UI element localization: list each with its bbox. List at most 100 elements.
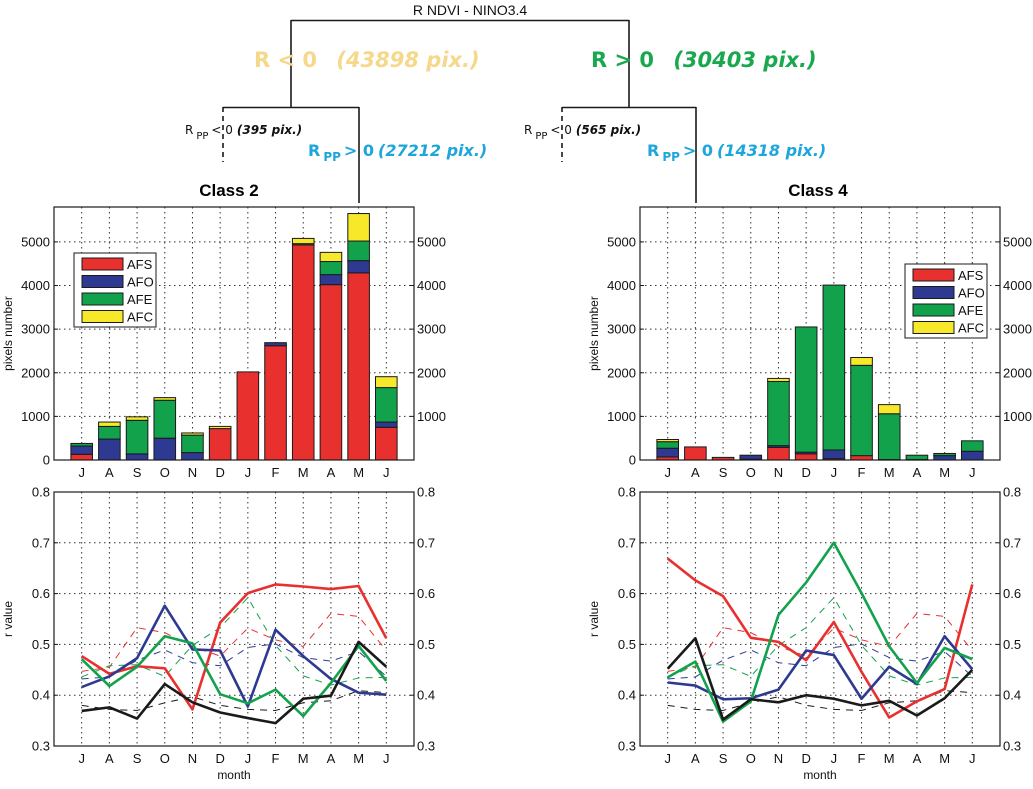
bar-afe — [347, 240, 370, 262]
line-afs — [666, 557, 974, 719]
x-tick-label: M — [353, 465, 364, 480]
bar-afc — [181, 432, 204, 436]
right-neg-r: R — [524, 123, 532, 137]
bar-afo — [125, 453, 149, 461]
bar-afs — [291, 244, 315, 461]
y-tick-label: 3000 — [607, 322, 636, 337]
x-tick-label: N — [774, 751, 783, 766]
x-tick-label: F — [858, 465, 866, 480]
legend-label-afe: AFE — [958, 303, 984, 318]
x-tick-label: J — [245, 751, 252, 766]
y-tick-label-right: 0.3 — [417, 739, 435, 754]
legend: AFS AFO AFE AFC — [904, 263, 988, 339]
y-axis-label: r value — [587, 601, 601, 637]
y-tick-label: 1000 — [21, 409, 50, 424]
x-tick-label: O — [160, 751, 170, 766]
charts-layer: 0 1000 2000 3000 4000 5000 1000 2000 3000 4000 500… — [1, 206, 1032, 783]
y-tick-label: 0.5 — [32, 637, 50, 652]
y-axis-label: pixels number — [587, 296, 601, 371]
x-tick-label: J — [78, 751, 85, 766]
legend-swatch-afs — [81, 257, 124, 271]
bar-afe — [125, 419, 149, 455]
y-tick-label: 4000 — [21, 278, 50, 293]
y-tick-label-right: 0.4 — [417, 688, 435, 703]
left-neg-r: R — [185, 123, 193, 137]
bar-afe — [656, 441, 679, 449]
x-axis-label: month — [217, 768, 250, 782]
bar-afe — [375, 387, 398, 423]
y-tick-label-right: 2000 — [1003, 365, 1032, 380]
bar-afo — [375, 421, 398, 428]
line-afe — [80, 634, 388, 718]
class2-title: Class 2 — [199, 181, 259, 200]
legend: AFS AFO AFE AFC — [73, 252, 157, 328]
x-tick-label: J — [831, 751, 838, 766]
right-branch-condition: R > 0 — [591, 48, 654, 72]
x-tick-label: A — [691, 751, 700, 766]
decision-tree: R NDVI - NINO3.4 R < 0 (43898 pix.) R > … — [185, 2, 826, 203]
x-tick-label: J — [664, 465, 671, 480]
legend-label-afc: AFC — [958, 321, 984, 336]
x-tick-label: M — [298, 751, 309, 766]
x-tick-label: O — [746, 465, 756, 480]
line-afo-threshold — [667, 643, 973, 680]
bar-afe — [877, 413, 901, 461]
x-tick-label: A — [913, 751, 922, 766]
bar-afs — [264, 345, 287, 461]
bar-afe — [905, 454, 929, 461]
x-tick-label: A — [691, 465, 700, 480]
bar-afe — [961, 440, 984, 452]
y-tick-label-right: 0.8 — [417, 485, 435, 500]
line-all-threshold — [81, 690, 387, 711]
y-tick-label: 0.4 — [618, 688, 636, 703]
left-neg-rest: < 0 — [211, 123, 233, 137]
left-pos-sub: PP — [323, 150, 341, 164]
y-tick-label-right: 3000 — [1003, 322, 1032, 337]
bar-afs — [347, 272, 370, 461]
left-branch-condition: R < 0 — [254, 48, 317, 72]
line-afs — [80, 583, 388, 711]
x-tick-label: A — [105, 465, 114, 480]
bar-afe — [153, 399, 177, 439]
right-pos-count: (14318 pix.) — [717, 141, 826, 160]
bar-afo — [656, 447, 679, 458]
y-tick-label: 0.6 — [32, 586, 50, 601]
y-tick-label-right: 5000 — [417, 234, 446, 249]
x-tick-label: S — [133, 751, 142, 766]
line-all — [666, 637, 974, 721]
bar-afe — [181, 434, 204, 454]
legend-label-afe: AFE — [127, 292, 153, 307]
x-tick-label: F — [272, 465, 280, 480]
bar-afo — [70, 445, 93, 455]
line-afe-threshold — [667, 597, 973, 686]
y-tick-label: 5000 — [21, 234, 50, 249]
y-tick-label: 4000 — [607, 278, 636, 293]
bar-afc — [850, 356, 873, 366]
bar-afe — [822, 284, 846, 451]
right-neg-sub: PP — [535, 131, 547, 142]
line-afe-threshold — [81, 597, 387, 686]
legend-label-afs: AFS — [127, 257, 153, 272]
legend-label-afc: AFC — [127, 310, 153, 325]
bar-afc — [877, 404, 901, 415]
y-tick-label-right: 4000 — [417, 278, 446, 293]
bar-afo — [961, 450, 984, 461]
line-afe — [667, 541, 973, 723]
bar-afo — [739, 454, 763, 460]
right-pos-label: R PP > 0 (14318 pix.) — [647, 141, 826, 164]
x-tick-label: A — [327, 465, 336, 480]
y-tick-label-right: 0.3 — [1003, 739, 1021, 754]
right-pos-r: R — [647, 141, 659, 160]
x-tick-label: J — [831, 465, 838, 480]
y-tick-label-right: 1000 — [417, 409, 446, 424]
y-tick-label-right: 0.5 — [1003, 637, 1021, 652]
bar-afo — [98, 438, 121, 461]
class4-line-chart: 0.3 0.4 0.5 0.6 0.7 0.8 0.3 0.4 0.5 0.6 0.7 0.8 J A S O… — [587, 485, 1021, 783]
bar-afo — [153, 437, 177, 461]
line-afo — [81, 604, 387, 708]
x-tick-label: S — [133, 465, 142, 480]
right-neg-label: R PP < 0 (565 pix.) — [524, 123, 641, 142]
y-tick-label: 0.7 — [618, 535, 636, 550]
axes-frame — [639, 491, 1001, 747]
bar-afc — [347, 213, 370, 242]
